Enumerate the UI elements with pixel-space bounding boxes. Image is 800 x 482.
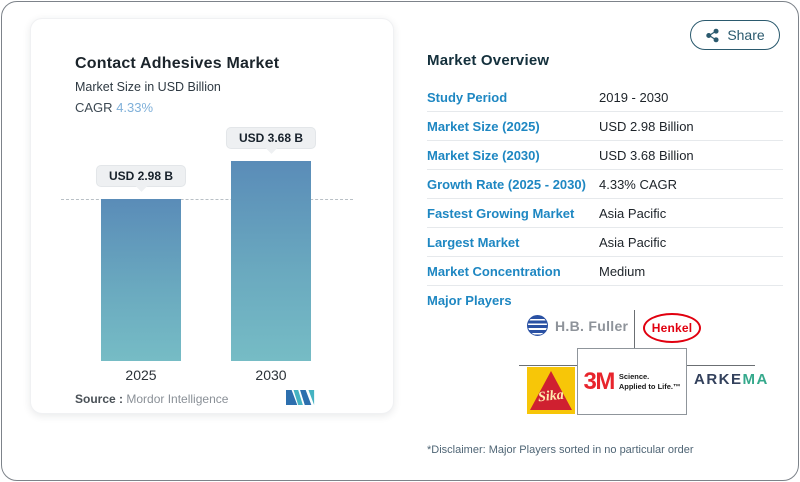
row-label: Largest Market	[427, 234, 520, 250]
page-title: Market Overview	[427, 52, 550, 69]
row-label: Study Period	[427, 89, 508, 105]
row-value: 2019 - 2030	[599, 89, 669, 105]
hb-fuller-logo: H.B. Fuller	[527, 315, 628, 336]
reference-line	[61, 199, 353, 200]
market-overview-table: Study Period 2019 - 2030 Market Size (20…	[427, 83, 783, 286]
row-label: Growth Rate (2025 - 2030)	[427, 176, 586, 192]
cagr-label: CAGR	[75, 100, 113, 115]
hb-fuller-globe-icon	[527, 315, 548, 336]
3m-tagline: Science. Applied to Life.™	[619, 372, 681, 391]
row-label: Market Concentration	[427, 263, 561, 279]
table-row: Market Size (2025) USD 2.98 Billion	[427, 112, 783, 141]
table-row: Market Size (2030) USD 3.68 Billion	[427, 141, 783, 170]
source-label: Source :	[75, 392, 124, 406]
source-attribution: Source : Mordor Intelligence	[75, 392, 228, 406]
major-players-label: Major Players	[427, 293, 512, 308]
bar-value-callout: USD 3.68 B	[225, 127, 317, 154]
henkel-wordmark: Henkel	[651, 321, 693, 335]
share-button[interactable]: Share	[690, 20, 780, 50]
table-row: Growth Rate (2025 - 2030) 4.33% CAGR	[427, 170, 783, 199]
arkema-wordmark-part1: ARKE	[694, 371, 743, 388]
3m-wordmark: 3M	[583, 367, 615, 395]
row-value: USD 2.98 Billion	[599, 118, 694, 134]
row-label: Market Size (2025)	[427, 118, 540, 134]
table-row: Study Period 2019 - 2030	[427, 83, 783, 112]
row-label: Fastest Growing Market	[427, 205, 575, 221]
chart-title: Contact Adhesives Market	[75, 55, 280, 72]
bar-group-2030: USD 3.68 B 2030	[225, 19, 317, 415]
table-row: Market Concentration Medium	[427, 257, 783, 286]
row-value: 4.33% CAGR	[599, 176, 678, 192]
3m-tagline-line1: Science.	[618, 372, 650, 382]
share-label: Share	[727, 27, 765, 43]
henkel-logo: Henkel	[643, 313, 701, 343]
3m-logo: 3M Science. Applied to Life.™	[577, 348, 687, 415]
row-value: Medium	[599, 263, 646, 279]
bar-value-label: USD 2.98 B	[95, 165, 187, 187]
mordor-intelligence-logo-icon	[286, 390, 315, 405]
arkema-logo: ARKEMA	[694, 371, 769, 388]
sika-logo: Sika	[527, 367, 575, 414]
row-value: Asia Pacific	[599, 234, 667, 250]
table-row: Fastest Growing Market Asia Pacific	[427, 199, 783, 228]
chart-subtitle: Market Size in USD Billion	[75, 80, 221, 94]
row-value: Asia Pacific	[599, 205, 667, 221]
3m-tagline-line2: Applied to Life.™	[618, 381, 681, 391]
disclaimer-text: *Disclaimer: Major Players sorted in no …	[427, 444, 694, 456]
x-axis-label: 2030	[255, 367, 287, 383]
logo-grid-vertical-divider	[634, 310, 635, 348]
row-value: USD 3.68 Billion	[599, 147, 694, 163]
arkema-wordmark-part2: MA	[742, 371, 769, 388]
x-axis-label: 2025	[125, 367, 157, 383]
chart-bar	[101, 199, 181, 361]
hb-fuller-wordmark: H.B. Fuller	[555, 317, 629, 334]
share-icon	[706, 28, 719, 42]
chart-cagr: CAGR 4.33%	[75, 100, 153, 115]
table-row: Largest Market Asia Pacific	[427, 228, 783, 257]
row-label: Market Size (2030)	[427, 147, 540, 163]
market-size-chart-card: Contact Adhesives Market Market Size in …	[30, 18, 394, 414]
bar-value-callout: USD 2.98 B	[95, 165, 187, 192]
bar-group-2025: USD 2.98 B 2025	[95, 19, 187, 415]
chart-bar	[231, 161, 311, 361]
source-value: Mordor Intelligence	[126, 392, 229, 406]
cagr-value: 4.33%	[116, 100, 154, 115]
